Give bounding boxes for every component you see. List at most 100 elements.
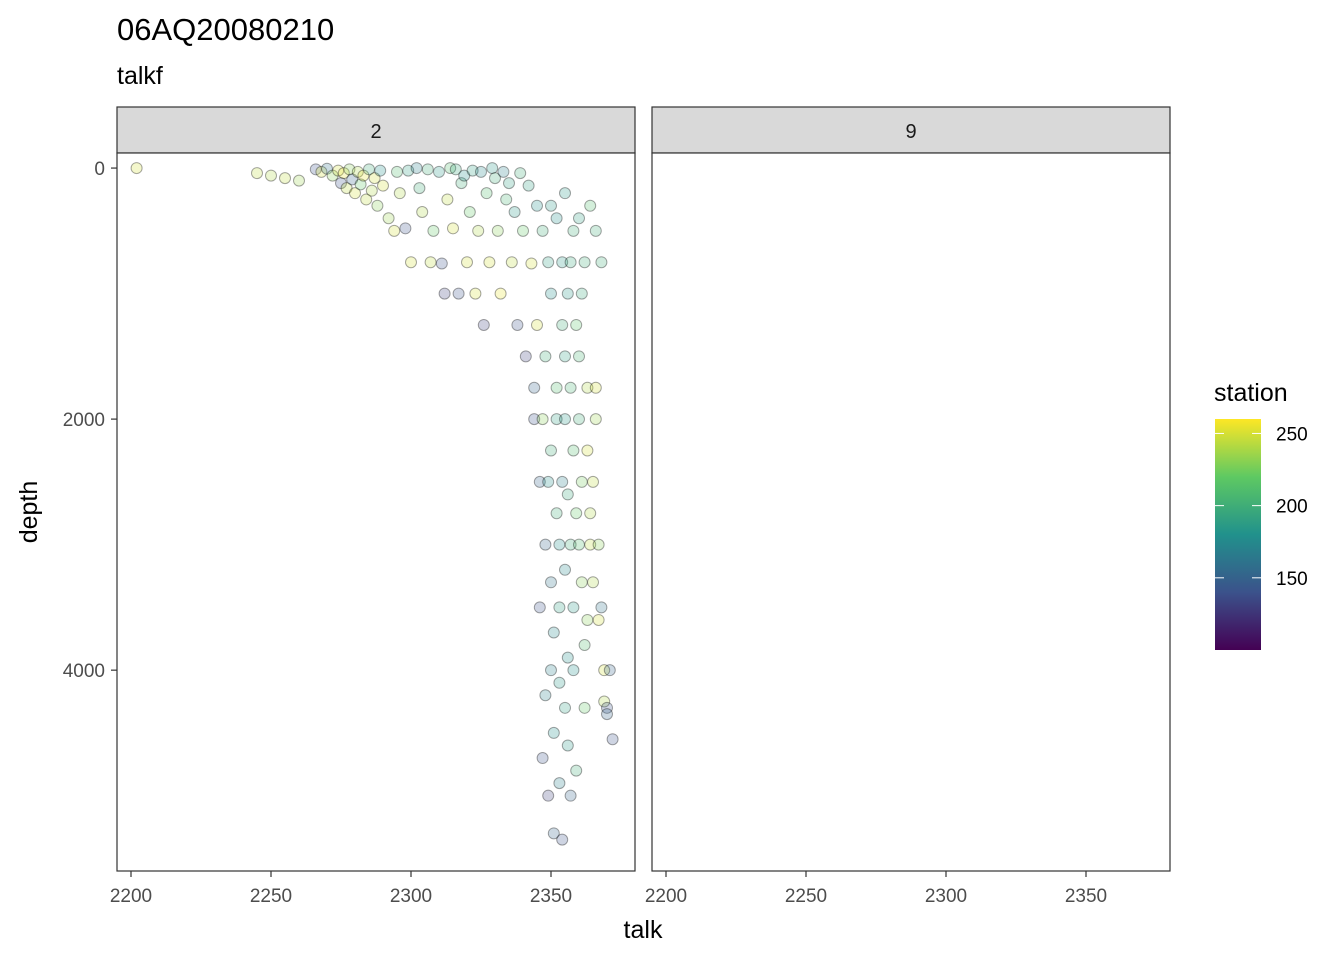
data-point — [587, 475, 599, 488]
data-point — [547, 726, 560, 739]
data-point — [561, 488, 574, 501]
data-point — [545, 287, 557, 300]
data-point — [494, 287, 507, 300]
data-point — [545, 664, 557, 677]
data-point — [570, 764, 583, 777]
data-point — [573, 212, 585, 225]
data-point — [539, 350, 552, 363]
data-point — [326, 169, 339, 182]
data-point — [349, 187, 361, 200]
data-point — [514, 167, 527, 180]
data-point — [559, 701, 571, 714]
data-point — [363, 163, 375, 176]
data-point — [391, 165, 403, 178]
data-point — [472, 224, 485, 237]
data-point — [293, 174, 305, 187]
data-point — [360, 193, 373, 206]
facet-strip-label: 9 — [905, 121, 916, 143]
data-point — [500, 193, 513, 206]
facet-strip — [116, 106, 636, 154]
x-tick-label: 2250 — [250, 886, 292, 907]
data-point — [466, 164, 479, 177]
data-point — [130, 162, 143, 175]
data-point — [570, 507, 583, 520]
data-point — [321, 162, 333, 175]
data-point — [393, 187, 406, 200]
data-point — [567, 664, 580, 677]
data-point — [559, 563, 571, 576]
data-point — [606, 733, 619, 746]
y-tick-label: 0 — [94, 159, 105, 180]
data-point — [519, 350, 532, 363]
data-point — [601, 701, 613, 714]
data-point — [556, 475, 569, 488]
data-point — [399, 222, 412, 235]
data-point — [567, 224, 580, 237]
data-point — [542, 475, 555, 488]
colorbar-tick-label: 200 — [1276, 497, 1308, 518]
facet-panel-9: 9 2200 2250 2300 2350 — [645, 106, 1171, 907]
data-point — [528, 413, 541, 426]
data-point — [542, 256, 555, 269]
data-point — [368, 172, 381, 185]
data-point — [559, 187, 571, 200]
data-point — [567, 601, 580, 614]
data-point — [309, 163, 322, 176]
data-point — [346, 173, 359, 186]
data-point — [573, 538, 585, 551]
data-point — [402, 164, 415, 177]
data-point — [374, 164, 387, 177]
data-point — [564, 256, 577, 269]
data-point — [444, 162, 457, 175]
data-point — [435, 257, 448, 270]
data-point — [447, 222, 459, 235]
data-point — [567, 444, 580, 457]
x-tick-label: 2300 — [390, 886, 432, 907]
data-point — [556, 318, 569, 331]
x-tick-label: 2200 — [645, 886, 687, 907]
data-point — [483, 256, 496, 269]
data-point — [536, 752, 549, 765]
data-point — [405, 256, 417, 269]
data-point — [564, 381, 577, 394]
data-point — [595, 256, 608, 269]
data-point — [351, 165, 364, 178]
data-point — [382, 212, 395, 225]
data-point — [570, 318, 583, 331]
facet-panel-2: 2 2200 2250 2300 2350 0 2000 4000 — [63, 106, 636, 907]
data-point — [578, 701, 591, 714]
x-tick-label: 2350 — [1065, 886, 1107, 907]
data-point — [564, 538, 577, 551]
plot-area — [651, 152, 1171, 872]
data-point — [410, 162, 423, 175]
data-point — [480, 187, 493, 200]
data-point — [531, 199, 543, 212]
data-point — [573, 413, 585, 426]
data-point — [522, 179, 535, 192]
data-point — [536, 224, 549, 237]
x-tick-label: 2300 — [925, 886, 967, 907]
data-point — [539, 538, 552, 551]
data-point — [377, 179, 389, 192]
data-point — [332, 164, 345, 177]
data-point — [427, 224, 440, 237]
data-point — [545, 199, 557, 212]
data-point — [578, 639, 591, 652]
data-point — [416, 205, 429, 218]
data-point — [550, 381, 563, 394]
data-point — [528, 381, 541, 394]
data-point — [601, 708, 613, 721]
data-point — [463, 205, 476, 218]
data-point — [550, 212, 563, 225]
y-tick-label: 4000 — [63, 661, 105, 682]
data-point — [550, 507, 563, 520]
data-point — [561, 739, 574, 752]
data-point — [553, 676, 566, 689]
data-point — [455, 177, 468, 190]
data-point — [592, 613, 605, 626]
chart-subtitle: talkf — [117, 62, 163, 90]
data-point — [545, 444, 557, 457]
facet-strip — [651, 106, 1171, 154]
data-point — [584, 538, 597, 551]
